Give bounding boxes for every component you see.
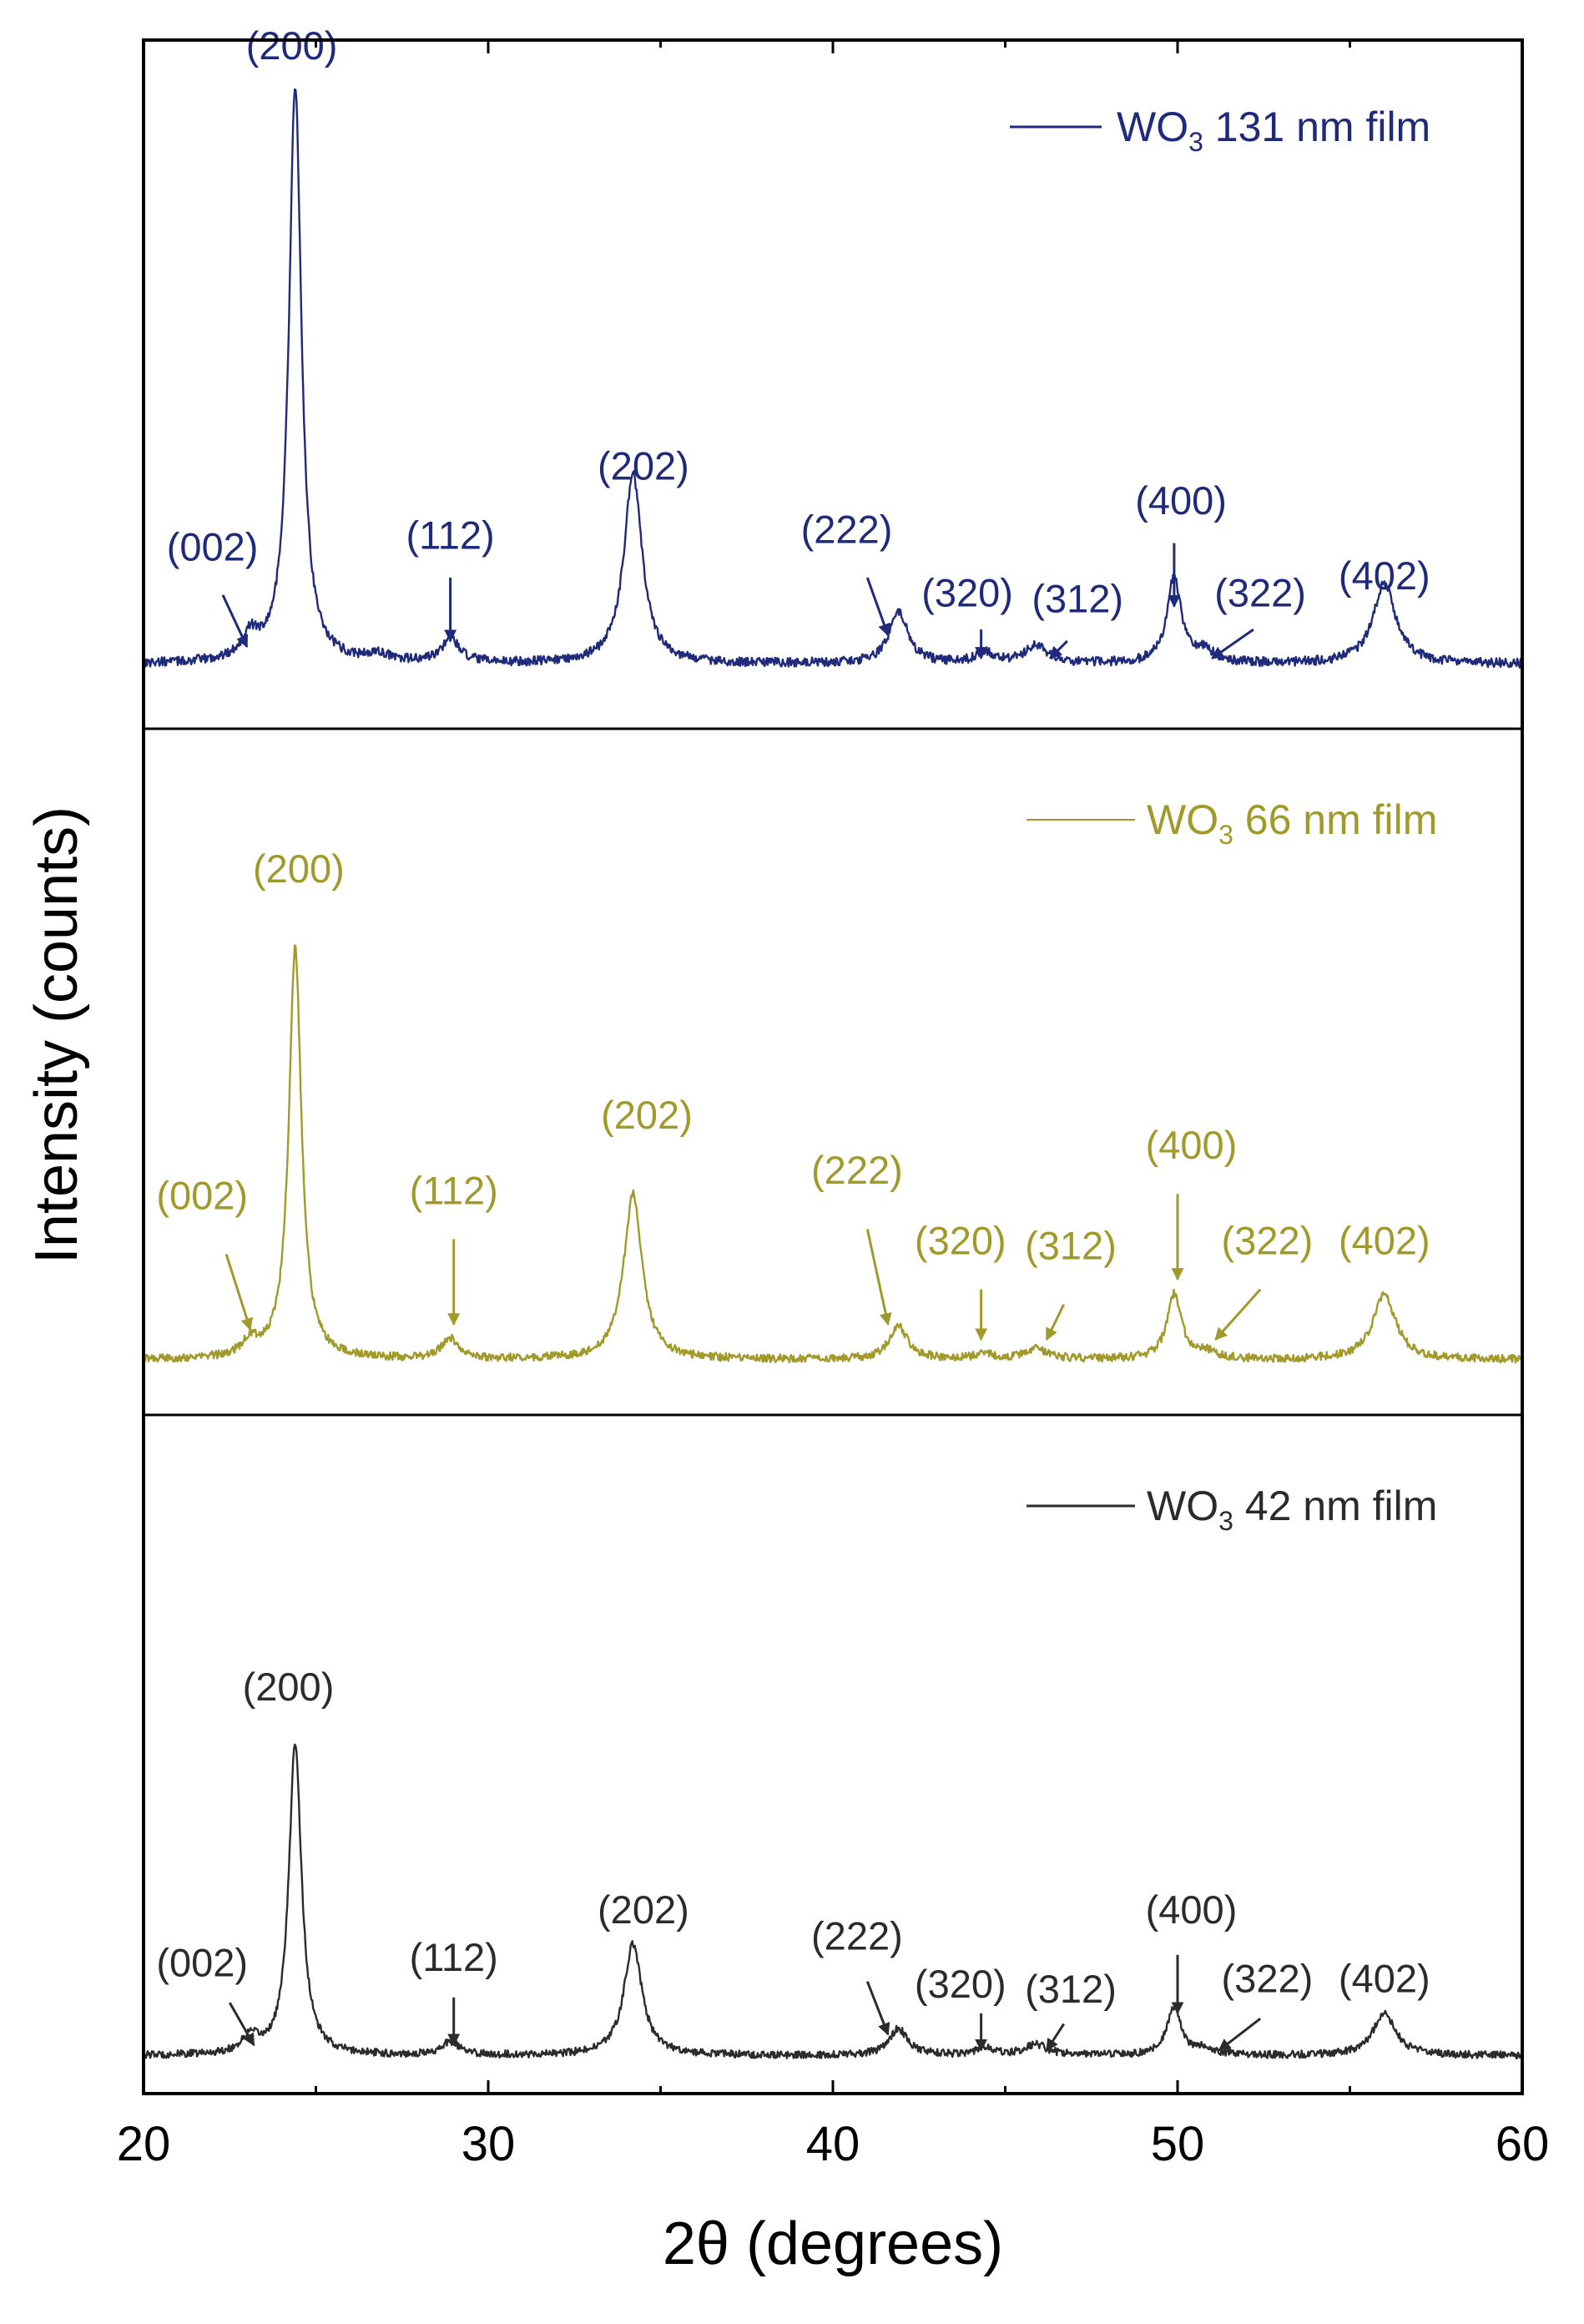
- panel-42: (002) (200) (112) (202) (222) (320) (312) (400)…: [142, 1483, 1524, 2059]
- series-line-66: [142, 944, 1523, 1364]
- peak-label-131-200: (200): [246, 23, 338, 68]
- x-tick-label-30: 30: [462, 2117, 516, 2171]
- legend-text-66: WO3 66 nm film: [1147, 796, 1437, 850]
- legend-subscript-66: 3: [1218, 820, 1233, 850]
- x-tick-label-40: 40: [806, 2117, 860, 2171]
- peak-label-66-222: (222): [811, 1148, 903, 1192]
- peak-arrow-42-312: [1045, 2023, 1065, 2052]
- peak-label-66-320: (320): [915, 1219, 1006, 1263]
- peak-arrow-42-322: [1218, 2018, 1262, 2052]
- peak-label-66-002: (002): [156, 1173, 248, 1217]
- peak-label-131-402: (402): [1339, 553, 1430, 598]
- legend-subscript-42: 3: [1218, 1506, 1233, 1536]
- peak-label-131-222: (222): [801, 508, 893, 552]
- peak-label-42-200: (200): [243, 1665, 335, 1709]
- peak-label-131-400: (400): [1135, 478, 1227, 523]
- peak-label-42-402: (402): [1339, 1956, 1430, 2000]
- panel-131: (002) (200) (112) (202) (222) (320) (312) (400)…: [142, 23, 1524, 669]
- legend-131: WO3 131 nm film: [1010, 104, 1430, 157]
- peak-arrow-66-222: [865, 1229, 892, 1326]
- peak-label-131-112: (112): [406, 513, 494, 558]
- series-line-42: [142, 1743, 1524, 2059]
- peak-label-42-202: (202): [598, 1887, 689, 1932]
- peak-arrow-131-312: [1049, 639, 1068, 659]
- legend-suffix-131: 131 nm film: [1203, 104, 1430, 150]
- peak-label-42-322: (322): [1222, 1956, 1314, 2000]
- peak-label-42-112: (112): [410, 1935, 498, 1979]
- peak-label-66-312: (312): [1025, 1224, 1117, 1268]
- peak-label-42-222: (222): [811, 1914, 903, 1958]
- x-tick-label-60: 60: [1496, 2117, 1550, 2171]
- peak-label-66-322: (322): [1222, 1219, 1314, 1263]
- legend-suffix-66: 66 nm film: [1233, 796, 1438, 843]
- legend-subscript-131: 3: [1188, 127, 1203, 157]
- legend-66: WO3 66 nm film: [1027, 796, 1437, 850]
- peak-arrow-131-322: [1211, 628, 1254, 659]
- y-axis-title: Intensity (counts): [23, 806, 90, 1264]
- legend-42: WO3 42 nm film: [1027, 1483, 1437, 1536]
- peak-label-66-402: (402): [1339, 1219, 1430, 1263]
- x-axis-title: 2θ (degrees): [663, 2210, 1003, 2277]
- legend-prefix-66: WO: [1147, 796, 1218, 843]
- legend-text-42: WO3 42 nm film: [1147, 1483, 1437, 1536]
- legend-prefix-131: WO: [1117, 104, 1188, 150]
- peak-label-42-312: (312): [1025, 1967, 1117, 2011]
- peak-arrow-66-322: [1214, 1288, 1262, 1341]
- peak-label-66-200: (200): [253, 846, 345, 891]
- peak-arrow-66-312: [1045, 1304, 1066, 1341]
- series-line-131: [142, 88, 1524, 669]
- legend-text-131: WO3 131 nm film: [1117, 104, 1430, 157]
- peak-label-131-322: (322): [1214, 571, 1306, 615]
- peak-label-42-320: (320): [915, 1962, 1006, 2006]
- legend-suffix-42: 42 nm film: [1233, 1483, 1438, 1529]
- peak-label-42-400: (400): [1146, 1887, 1238, 1932]
- peak-arrow-42-002: [228, 2002, 255, 2047]
- peak-label-66-112: (112): [410, 1168, 498, 1212]
- peak-arrow-131-222: [865, 577, 890, 637]
- panel-66: (002) (200) (112) (202) (222) (320) (312) (400)…: [142, 796, 1523, 1364]
- x-axis-ticks: 20 30 40 50 60: [117, 40, 1550, 2171]
- legend-prefix-42: WO: [1147, 1483, 1218, 1529]
- peak-label-131-002: (002): [167, 524, 259, 568]
- x-tick-label-50: 50: [1151, 2117, 1205, 2171]
- peak-label-131-202: (202): [598, 444, 689, 488]
- x-tick-label-20: 20: [117, 2117, 171, 2171]
- peak-label-66-202: (202): [601, 1093, 693, 1137]
- peak-label-131-320: (320): [921, 571, 1013, 615]
- peak-label-66-400: (400): [1146, 1123, 1238, 1167]
- peak-arrow-66-002: [224, 1254, 254, 1331]
- peak-label-42-002: (002): [156, 1940, 248, 1984]
- peak-label-131-312: (312): [1032, 576, 1123, 620]
- peak-arrow-42-222: [865, 1981, 890, 2036]
- peak-arrow-131-002: [221, 594, 249, 649]
